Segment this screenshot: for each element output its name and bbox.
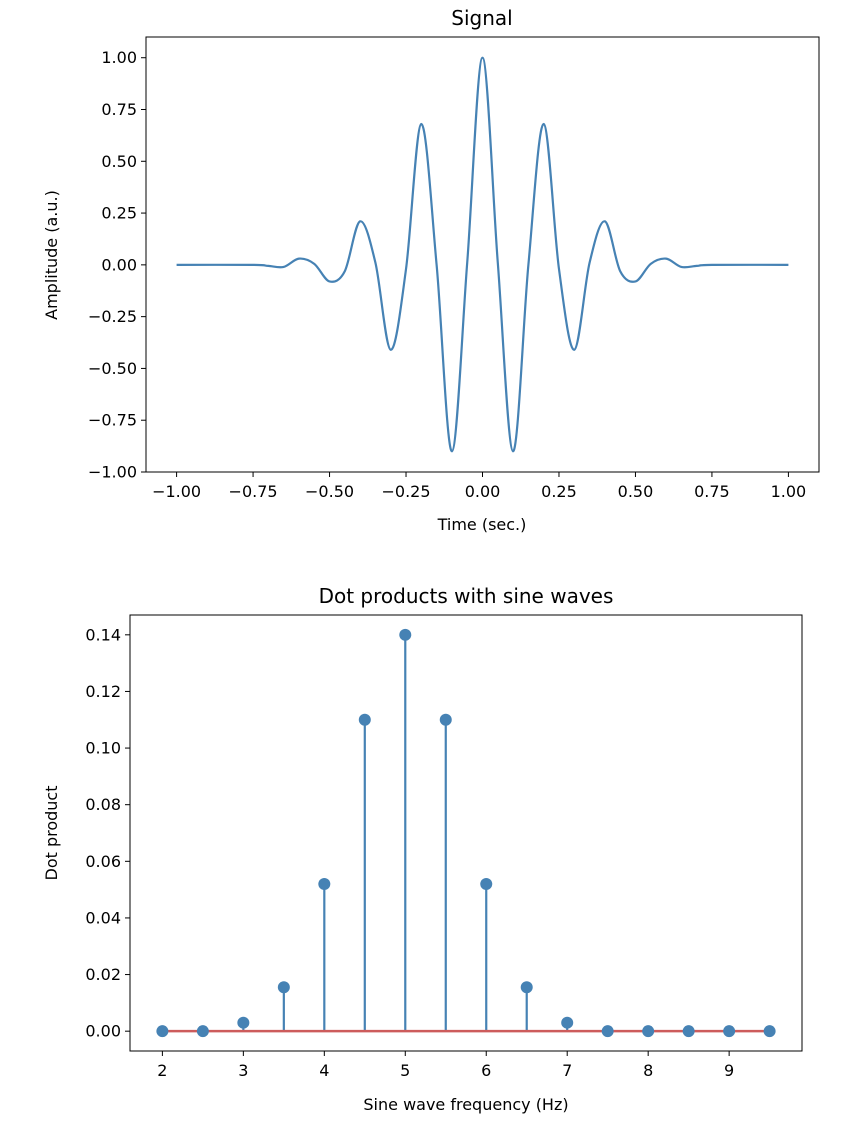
y-tick-label: 0.08 — [85, 795, 121, 814]
y-tick-label: 0.75 — [101, 100, 137, 119]
signal-chart-title: Signal — [451, 6, 512, 30]
x-tick-label: 8 — [643, 1061, 653, 1080]
stem-marker — [723, 1025, 736, 1038]
x-tick-label: 0.75 — [694, 482, 730, 501]
x-tick-label: 3 — [238, 1061, 248, 1080]
x-tick-label: −0.25 — [382, 482, 431, 501]
signal-y-axis: −1.00 −0.75 −0.50 −0.25 0.00 0.25 0.50 0.75 1.00 — [88, 48, 146, 482]
y-tick-label: −0.50 — [88, 359, 137, 378]
x-tick-label: −1.00 — [152, 482, 201, 501]
signal-series-line — [176, 56, 789, 453]
dot-product-y-axis-label: Dot product — [42, 785, 61, 880]
signal-y-axis-label: Amplitude (a.u.) — [42, 190, 61, 320]
y-tick-label: 0.10 — [85, 739, 121, 758]
stem-marker — [156, 1025, 169, 1038]
y-tick-label: −0.25 — [88, 307, 137, 326]
y-tick-label: 0.50 — [101, 152, 137, 171]
x-tick-label: −0.50 — [305, 482, 354, 501]
dot-product-chart: Dot products with sine waves 2 3 4 5 6 7 8 9 0.… — [42, 584, 803, 1114]
stem-marker — [763, 1025, 776, 1038]
x-tick-label: 2 — [157, 1061, 167, 1080]
stem-marker — [399, 628, 412, 641]
x-tick-label: 4 — [319, 1061, 329, 1080]
dot-product-chart-title: Dot products with sine waves — [319, 584, 614, 608]
stem-marker — [318, 877, 331, 890]
y-tick-label: 0.00 — [101, 255, 137, 274]
y-tick-label: 0.06 — [85, 852, 121, 871]
dot-product-axes-frame — [129, 614, 803, 1052]
x-tick-label: −0.75 — [229, 482, 278, 501]
y-tick-label: 0.12 — [85, 682, 121, 701]
y-tick-label: 0.02 — [85, 965, 121, 984]
signal-x-axis-label: Time (sec.) — [437, 515, 527, 534]
stem-marker — [277, 981, 290, 994]
stem-marker — [480, 877, 493, 890]
y-tick-label: −0.75 — [88, 411, 137, 430]
dot-product-y-axis: 0.00 0.02 0.04 0.06 0.08 0.10 0.12 0.14 — [85, 625, 130, 1041]
stem-marker — [561, 1016, 574, 1029]
dot-product-x-axis-label: Sine wave frequency (Hz) — [363, 1095, 568, 1114]
x-tick-label: 9 — [724, 1061, 734, 1080]
stem-marker — [642, 1025, 655, 1038]
signal-axes-frame — [145, 36, 820, 473]
signal-chart: Signal −1.00 −0.75 −0.50 −0.25 0.00 0.25 0.50 0… — [42, 6, 820, 534]
y-tick-label: 1.00 — [101, 48, 137, 67]
dot-product-plot-area — [156, 628, 776, 1038]
x-tick-label: 6 — [481, 1061, 491, 1080]
x-tick-label: 0.50 — [618, 482, 654, 501]
signal-x-axis: −1.00 −0.75 −0.50 −0.25 0.00 0.25 0.50 0.75 1.00 — [152, 472, 806, 501]
y-tick-label: 0.25 — [101, 204, 137, 223]
y-tick-label: 0.04 — [85, 908, 121, 927]
stem-marker — [601, 1025, 614, 1038]
stem-marker — [520, 981, 533, 994]
stem-marker — [237, 1016, 250, 1029]
y-tick-label: 0.00 — [85, 1022, 121, 1041]
signal-plot-area — [176, 56, 789, 453]
stem-marker — [439, 713, 452, 726]
stem-marker — [196, 1025, 209, 1038]
dot-product-x-axis: 2 3 4 5 6 7 8 9 — [157, 1051, 734, 1080]
y-tick-label: −1.00 — [88, 463, 137, 482]
y-tick-label: 0.14 — [85, 625, 121, 644]
x-tick-label: 7 — [562, 1061, 572, 1080]
x-tick-label: 5 — [400, 1061, 410, 1080]
stem-marker — [682, 1025, 695, 1038]
x-tick-label: 0.00 — [465, 482, 501, 501]
stem-marker — [358, 713, 371, 726]
x-tick-label: 0.25 — [541, 482, 577, 501]
x-tick-label: 1.00 — [771, 482, 807, 501]
